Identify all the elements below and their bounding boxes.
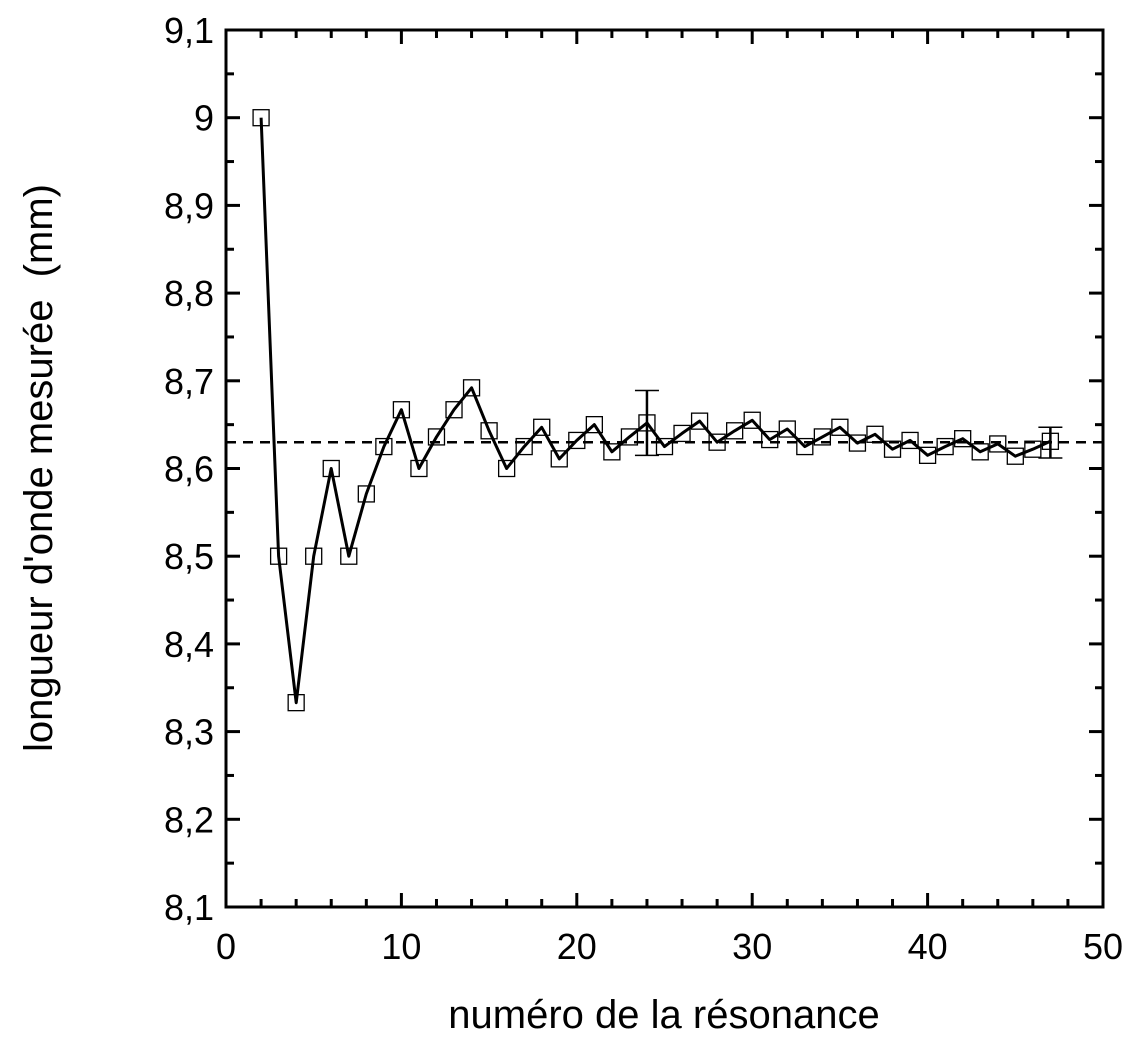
- error-bars-group: [634, 389, 1063, 459]
- y-tick-label: 8,8: [164, 273, 214, 314]
- data-point: [497, 459, 516, 478]
- series-group: [252, 109, 1060, 712]
- x-tick-label: 40: [908, 926, 948, 967]
- data-point: [252, 109, 270, 127]
- y-tick-label: 9,1: [164, 10, 214, 51]
- data-point: [655, 437, 674, 456]
- data-point: [848, 434, 867, 452]
- x-tick-label: 50: [1083, 926, 1123, 967]
- y-tick-label: 8,9: [164, 185, 214, 226]
- y-tick-label: 8,5: [164, 536, 214, 577]
- data-point: [410, 459, 428, 478]
- data-point: [883, 440, 902, 458]
- tick-labels: 0 10 20 30 40 50 8,1 8,2 8,3 8,4 8,5 8,6 8,7 8,8 8,9 9 9…: [164, 10, 1123, 967]
- data-point: [533, 418, 551, 436]
- data-point: [1024, 440, 1042, 458]
- data-point: [550, 450, 568, 468]
- x-tick-label: 20: [557, 926, 597, 967]
- y-tick-label: 8,1: [164, 887, 214, 928]
- series-line: [259, 117, 1052, 705]
- data-point: [673, 424, 691, 443]
- y-tick-label: 9: [194, 98, 214, 139]
- data-point: [761, 430, 779, 449]
- data-point: [936, 437, 954, 456]
- data-point: [796, 437, 814, 456]
- data-point: [480, 422, 498, 440]
- data-point: [954, 430, 972, 448]
- y-tick-label: 8,3: [164, 712, 214, 753]
- data-point: [918, 446, 937, 464]
- data-point: [375, 437, 393, 456]
- data-point: [445, 401, 463, 419]
- data-point: [357, 485, 375, 503]
- x-tick-label: 0: [216, 926, 236, 967]
- data-point: [427, 428, 446, 446]
- y-tick-label: 8,2: [164, 799, 214, 840]
- data-point: [1006, 447, 1024, 465]
- data-point: [322, 459, 340, 478]
- x-axis-title: numéro de la résonance: [448, 993, 879, 1037]
- data-point: [305, 547, 323, 565]
- y-tick-label: 8,4: [164, 624, 214, 665]
- data-point: [568, 431, 586, 450]
- data-point: [743, 411, 761, 429]
- data-point: [901, 431, 919, 450]
- data-point: [690, 412, 709, 430]
- data-point: [269, 547, 288, 565]
- x-tick-label: 10: [381, 926, 421, 967]
- data-point: [778, 420, 796, 438]
- plot-frame: [224, 28, 1105, 909]
- data-point: [340, 547, 358, 565]
- data-point: [989, 435, 1007, 453]
- data-point: [831, 418, 849, 436]
- data-point: [585, 415, 603, 434]
- data-point: [462, 379, 481, 397]
- data-point: [971, 443, 989, 461]
- data-point: [603, 443, 621, 461]
- data-point: [708, 433, 726, 451]
- axis-ticks: [224, 28, 1105, 909]
- y-axis-title: longueur d'onde mesurée (mm): [17, 184, 61, 752]
- y-tick-label: 8,6: [164, 449, 214, 490]
- data-point: [392, 401, 411, 419]
- x-tick-label: 30: [732, 926, 772, 967]
- data-point: [287, 694, 305, 712]
- data-point: [813, 428, 832, 446]
- data-point: [726, 422, 744, 440]
- data-point: [515, 437, 533, 456]
- y-tick-label: 8,7: [164, 361, 214, 402]
- data-point: [866, 425, 884, 443]
- data-point: [620, 428, 639, 446]
